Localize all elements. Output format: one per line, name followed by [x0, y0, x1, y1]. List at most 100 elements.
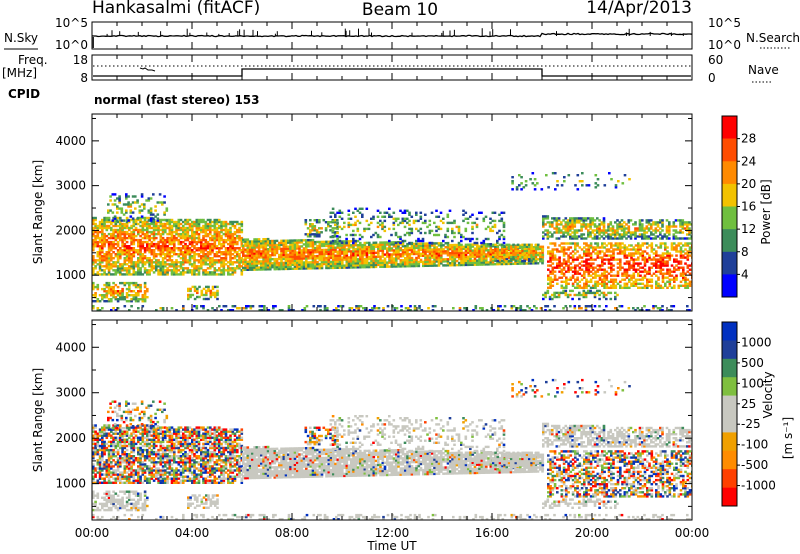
power-cell: [98, 249, 102, 252]
power-cell: [229, 247, 232, 250]
power-cell: [494, 263, 497, 266]
power-cell: [462, 219, 465, 223]
power-cell: [379, 223, 382, 227]
power-cell: [683, 221, 687, 224]
power-cell: [537, 247, 540, 250]
power-cell: [325, 256, 328, 260]
power-cell: [188, 240, 192, 244]
power-cell: [255, 258, 259, 261]
power-cell: [121, 253, 124, 256]
power-cell: [123, 267, 127, 270]
power-cell: [300, 261, 304, 264]
power-cell: [639, 286, 642, 289]
power-cell: [338, 215, 342, 218]
power-cell: [116, 228, 120, 232]
power-cell: [119, 218, 122, 222]
power-cell: [510, 249, 513, 253]
power-cell: [569, 266, 573, 269]
power-cell: [155, 236, 158, 240]
power-cell: [388, 257, 391, 260]
power-cell: [284, 263, 288, 267]
power-cell: [233, 269, 237, 272]
power-cell: [580, 274, 584, 277]
power-cell: [433, 260, 436, 263]
power-cell: [655, 244, 658, 247]
power-cell: [96, 259, 100, 262]
power-cell: [155, 220, 158, 224]
power-cell: [260, 250, 263, 253]
power-cell: [323, 242, 326, 246]
power-cell: [161, 228, 165, 232]
power-cell: [116, 197, 119, 200]
power-cell: [141, 232, 145, 236]
power-cell: [690, 237, 692, 240]
power-cell: [514, 253, 518, 257]
power-cell: [419, 217, 423, 220]
power-cell: [594, 248, 597, 251]
power-cell: [161, 259, 165, 262]
power-cell: [213, 222, 217, 226]
power-cell: [670, 248, 674, 251]
power-cell: [578, 272, 582, 275]
power-cell: [379, 261, 382, 264]
power-cell: [309, 241, 313, 244]
power-cell: [419, 260, 423, 264]
power-cell: [125, 273, 129, 276]
power-cell: [673, 266, 676, 269]
power-cell: [92, 283, 95, 287]
power-cell: [336, 227, 339, 231]
power-cell: [141, 257, 145, 260]
power-cell: [549, 264, 552, 267]
power-cell: [128, 294, 131, 297]
power-cell: [96, 300, 100, 303]
power-cell: [191, 271, 194, 274]
power-cell: [379, 265, 382, 268]
power-cell: [446, 241, 450, 245]
power-cell: [426, 250, 430, 253]
power-cell: [466, 217, 470, 220]
power-cell: [262, 252, 265, 255]
power-cell: [413, 244, 416, 248]
power-cell: [677, 268, 681, 271]
power-cell: [424, 250, 427, 253]
power-cell: [547, 260, 550, 263]
power-cell: [650, 233, 653, 236]
power-cell: [666, 270, 669, 273]
power-cell: [220, 251, 223, 254]
power-cell: [580, 225, 583, 228]
power-cell: [650, 274, 654, 277]
power-cell: [587, 233, 590, 236]
power-cell: [92, 294, 95, 297]
power-cell: [116, 253, 120, 256]
power-cell: [197, 220, 201, 224]
power-cell: [287, 245, 290, 248]
power-cell: [218, 230, 221, 234]
power-cell: [206, 247, 210, 250]
power-cell: [673, 248, 676, 251]
power-cell: [359, 260, 362, 263]
power-cell: [374, 261, 378, 265]
power-cell: [549, 284, 552, 287]
power-cell: [139, 271, 142, 274]
power-cell: [177, 226, 181, 230]
power-cell: [611, 229, 615, 232]
power-cell: [462, 251, 466, 255]
power-cell: [152, 271, 156, 274]
power-cell: [415, 264, 418, 268]
power-cell: [170, 271, 174, 274]
power-cell: [406, 221, 409, 225]
power-cell: [523, 255, 527, 259]
power-cell: [236, 253, 239, 256]
power-cell: [430, 241, 434, 245]
power-cell: [156, 219, 160, 222]
power-cell: [547, 250, 550, 253]
power-cell: [166, 222, 169, 226]
power-cell: [603, 272, 606, 275]
power-cell: [618, 221, 622, 224]
power-cell: [238, 267, 241, 270]
power-cell: [332, 262, 335, 265]
power-cell: [332, 246, 335, 249]
power-cell: [413, 246, 416, 250]
power-cell: [487, 251, 490, 254]
power-cell: [107, 267, 111, 270]
